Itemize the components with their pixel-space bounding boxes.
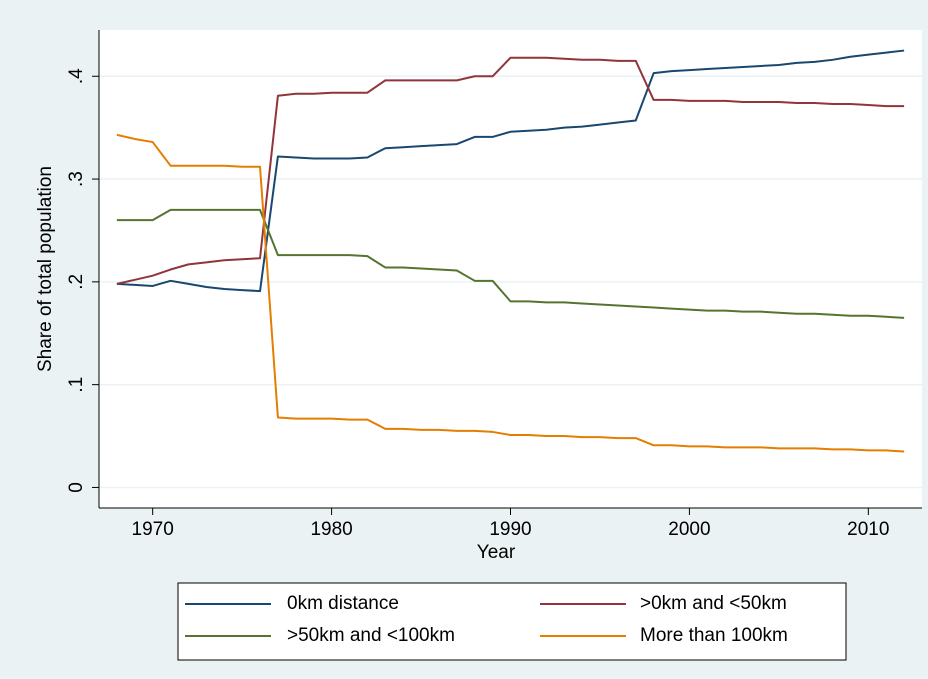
- x-axis-title: Year: [477, 542, 516, 563]
- series-line: [116, 49, 905, 293]
- series-line: [116, 133, 905, 453]
- y-tick-label: .2: [66, 274, 87, 290]
- y-tick-label: .1: [66, 377, 87, 393]
- plot-area: [99, 30, 922, 508]
- y-tick-label: .3: [66, 171, 87, 187]
- legend-label: More than 100km: [640, 625, 788, 646]
- x-tick-label: 1970: [132, 519, 174, 540]
- series-line: [116, 56, 905, 285]
- x-tick-label: 2000: [668, 519, 710, 540]
- legend-label: 0km distance: [287, 593, 399, 614]
- legend-label: >0km and <50km: [640, 593, 787, 614]
- legend: [177, 582, 847, 661]
- y-tick-label: .4: [66, 68, 87, 84]
- y-axis-title: Share of total population: [35, 166, 56, 372]
- x-tick-label: 1990: [489, 519, 531, 540]
- y-tick-label: 0: [66, 482, 87, 493]
- x-tick-label: 2010: [847, 519, 889, 540]
- series-line: [116, 208, 905, 319]
- legend-label: >50km and <100km: [287, 625, 455, 646]
- x-tick-label: 1980: [310, 519, 352, 540]
